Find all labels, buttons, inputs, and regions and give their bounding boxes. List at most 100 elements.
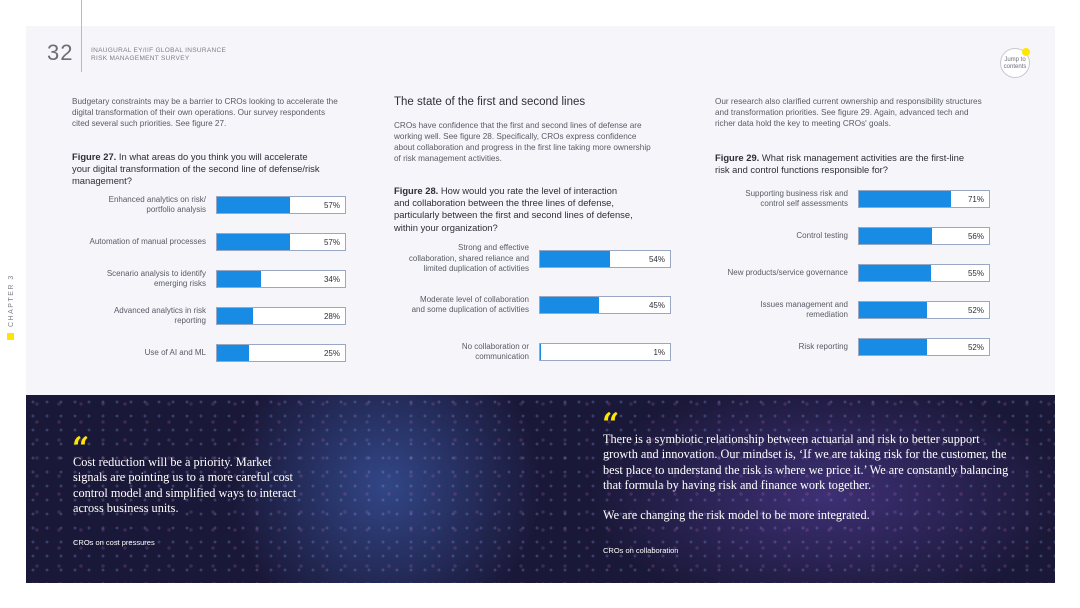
bar-value-label: 1% [653,348,665,357]
bar-category-line: Enhanced analytics on risk/ [108,194,206,204]
bar-track: 1% [539,343,671,361]
text-line: of risk management activities. [394,154,502,163]
page-number: 32 [47,40,74,65]
jump-to-contents-button[interactable]: Jump to contents [1000,48,1030,78]
quote-line [603,493,1043,508]
text-line: risk and control functions responsible f… [715,164,889,176]
bar [217,345,249,361]
bar-category-line: Supporting business risk and [745,188,848,198]
background-glow [206,395,566,583]
bar-category-label: No collaboration or communication [349,342,529,363]
fig28-label: Figure 28. [394,185,439,196]
bar [859,228,932,244]
bar [859,302,927,318]
bar-category-line: and some duplication of activities [411,305,529,314]
bar-value-label: 56% [967,232,984,241]
bar-category-label: New products/service governance [668,268,848,279]
report-page [26,26,1055,395]
quote-line: that formula by having risk and finance … [603,477,872,492]
bar-category-line: Advanced analytics in risk [113,305,206,315]
bar-value-label: 52% [967,306,984,315]
bar-category-line: Scenario analysis to identify [106,268,206,278]
bar-value-label: 34% [323,275,340,284]
bar-category-label: Automation of manual processes [26,237,206,248]
text-line: and transformation priorities. See figur… [715,108,969,117]
chapter-tab[interactable]: CHAPTER 3 [7,274,15,340]
bar-category-label: Use of AI and ML [26,348,206,359]
quote-mark-icon: “ [72,431,90,466]
quote-line: We are changing the risk model to be mor… [603,508,870,523]
section-heading: The state of the first and second lines [394,96,586,108]
fig29-title: Figure 29. What risk management activiti… [715,152,1025,176]
text-line: digital transformation of their own oper… [72,108,326,117]
bar-category-label: Supporting business risk and control self… [668,189,848,210]
bar [540,344,542,360]
text-line: Our research also clarified current owne… [715,97,982,106]
fig27-title: Figure 27. In what areas do you think yo… [72,151,372,188]
bar-track: 52% [858,301,990,319]
jump-label-line: contents [1003,64,1027,70]
text-line: CROs have confidence that the first and … [394,121,642,130]
bar-track: 55% [858,264,990,282]
bar-value-label: 55% [967,269,984,278]
text-line: What risk management activities are the … [759,152,965,163]
quote-left: Cost reduction will be a priority. Marke… [73,455,353,516]
quote-band [26,395,1055,583]
bar-category-label: Moderate level of collaboration and some … [349,295,529,316]
quote-line: best place to understand the risk is whe… [603,462,1009,477]
bar-category-line: collaboration, shared reliance and [408,253,529,263]
bar-track: 57% [216,233,346,251]
bar-category-label: Issues management and remediation [668,300,848,321]
bar-value-label: 45% [648,301,665,310]
bar-category-label: Enhanced analytics on risk/portfolio ana… [26,195,206,216]
bar-category-label: Control testing [668,231,848,242]
bar-category-line: New products/service governance [727,267,848,277]
bar-category-label: Strong and effective collaboration, share… [349,243,529,275]
text-line: management? [72,175,132,187]
bar-category-label: Scenario analysis to identify emerging ri… [26,269,206,290]
text-line: richer data hold the key to meeting CROs… [715,119,891,128]
bar-track: 34% [216,270,346,288]
bar-category-line: Use of AI and ML [144,347,206,357]
bar-value-label: 57% [323,201,340,210]
background-glow [586,395,1055,583]
bar-category-line: emerging risks [153,279,206,288]
quote-line: control model and simplified ways to int… [73,485,297,500]
text-line: Budgetary constraints may be a barrier t… [72,97,338,106]
bar-track: 52% [858,338,990,356]
bar-value-label: 52% [967,343,984,352]
bar-track: 45% [539,296,671,314]
bar [217,308,253,324]
text-line: In what areas do you think you will acce… [116,151,308,162]
bar-category-label: Risk reporting [668,342,848,353]
bar-category-line: Automation of manual processes [89,236,206,246]
bar [859,265,931,281]
quote-line: across business units. [73,500,179,515]
bar-category-line: No collaboration or [461,341,529,351]
yellow-dot-icon [1022,48,1030,56]
bar-category-line: Issues management and [760,299,848,309]
col1-intro: Budgetary constraints may be a barrier t… [72,96,372,129]
bar-category-line: limited duplication of activities [423,264,529,274]
text-line: your digital transformation of the secon… [72,163,320,175]
bar-track: 25% [216,344,346,362]
fig27-label: Figure 27. [72,151,117,162]
bar-category-line: Control testing [796,230,848,240]
text-line: about collaboration and progress in the … [394,143,651,152]
bar-track: 71% [858,190,990,208]
jump-label-line: Jump to [1004,57,1026,63]
bar-value-label: 28% [323,312,340,321]
background-dots [26,395,1055,583]
quote-line: There is a symbiotic relationship betwee… [603,432,980,446]
bar [859,191,952,207]
bar-value-label: 25% [323,349,340,358]
quote-right: There is a symbiotic relationship betwee… [603,432,1043,523]
publication-title: INAUGURAL EY/IIF GLOBAL INSURANCE RISK M… [91,47,226,62]
publication-title-line: RISK MANAGEMENT SURVEY [91,54,190,62]
text-line: within your organization? [394,221,498,233]
publication-title-line: INAUGURAL EY/IIF GLOBAL INSURANCE [91,47,227,54]
bar-track: 54% [539,250,671,268]
fig28-title: Figure 28. How would you rate the level … [394,185,694,234]
header-divider [81,0,82,72]
text-line: particularly between the first and secon… [394,209,633,221]
